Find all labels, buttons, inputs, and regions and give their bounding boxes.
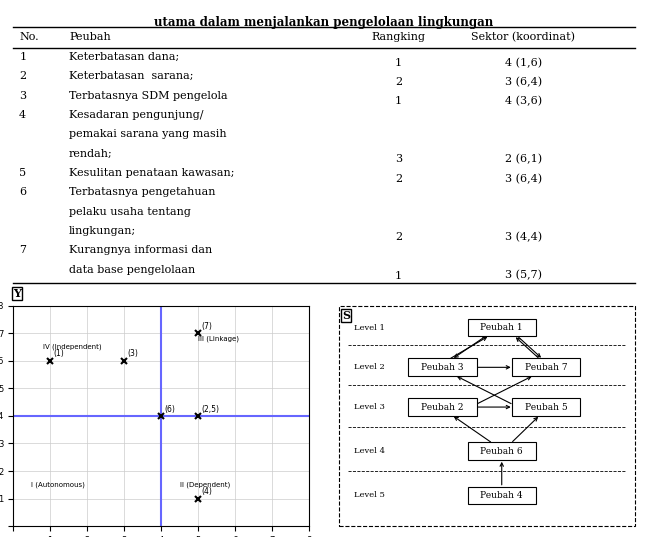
- Text: 1: 1: [395, 97, 402, 106]
- Text: 3 (5,7): 3 (5,7): [505, 270, 542, 280]
- Text: pemakai sarana yang masih: pemakai sarana yang masih: [69, 129, 227, 139]
- Text: 1: 1: [19, 52, 27, 62]
- FancyBboxPatch shape: [512, 398, 580, 416]
- Text: Level 5: Level 5: [354, 491, 384, 499]
- Text: (2,5): (2,5): [201, 405, 219, 413]
- Text: Keterbatasan  sarana;: Keterbatasan sarana;: [69, 71, 194, 81]
- Text: 1: 1: [395, 271, 402, 280]
- Text: utama dalam menjalankan pengelolaan lingkungan: utama dalam menjalankan pengelolaan ling…: [154, 16, 494, 29]
- Text: Peubah 5: Peubah 5: [525, 403, 568, 411]
- Text: (6): (6): [164, 405, 175, 413]
- Text: Peubah 4: Peubah 4: [480, 491, 523, 500]
- Text: IV (Independent): IV (Independent): [43, 344, 101, 350]
- Text: Peubah 1: Peubah 1: [480, 323, 523, 332]
- Text: 4: 4: [19, 110, 27, 120]
- Text: 6: 6: [19, 187, 27, 197]
- Text: Keterbatasan dana;: Keterbatasan dana;: [69, 52, 179, 62]
- FancyBboxPatch shape: [468, 442, 536, 460]
- Text: 3: 3: [395, 155, 402, 164]
- Text: III (Linkage): III (Linkage): [198, 336, 239, 342]
- Text: Peubah 7: Peubah 7: [525, 363, 568, 372]
- FancyBboxPatch shape: [512, 359, 580, 376]
- Text: Sektor (koordinat): Sektor (koordinat): [471, 32, 575, 42]
- Text: Kurangnya informasi dan: Kurangnya informasi dan: [69, 245, 212, 255]
- Text: 2: 2: [19, 71, 27, 81]
- Text: Peubah 3: Peubah 3: [421, 363, 464, 372]
- Text: Level 3: Level 3: [354, 403, 384, 411]
- Text: Kesulitan penataan kawasan;: Kesulitan penataan kawasan;: [69, 168, 235, 178]
- Text: lingkungan;: lingkungan;: [69, 226, 136, 236]
- Text: Peubah 2: Peubah 2: [421, 403, 464, 411]
- Text: (3): (3): [127, 350, 138, 359]
- Text: Rangking: Rangking: [372, 32, 426, 42]
- Text: II (Dependent): II (Dependent): [179, 482, 230, 488]
- Text: 3 (4,4): 3 (4,4): [505, 231, 542, 242]
- Text: (1): (1): [53, 350, 64, 359]
- FancyBboxPatch shape: [468, 319, 536, 336]
- Text: (7): (7): [201, 322, 212, 331]
- Text: pelaku usaha tentang: pelaku usaha tentang: [69, 207, 191, 216]
- Text: Terbatasnya pengetahuan: Terbatasnya pengetahuan: [69, 187, 215, 197]
- Text: I (Autonomous): I (Autonomous): [32, 482, 86, 488]
- Text: data base pengelolaan: data base pengelolaan: [69, 265, 195, 275]
- Text: 1: 1: [395, 58, 402, 68]
- Text: rendah;: rendah;: [69, 149, 113, 158]
- Text: Terbatasnya SDM pengelola: Terbatasnya SDM pengelola: [69, 91, 227, 100]
- FancyBboxPatch shape: [468, 487, 536, 504]
- Text: 2: 2: [395, 232, 402, 242]
- FancyBboxPatch shape: [408, 359, 476, 376]
- Text: Peubah: Peubah: [69, 32, 111, 42]
- Text: Peubah 6: Peubah 6: [480, 447, 523, 456]
- FancyBboxPatch shape: [408, 398, 476, 416]
- Text: 2: 2: [395, 174, 402, 184]
- Text: 3: 3: [19, 91, 27, 100]
- Text: 3 (6,4): 3 (6,4): [505, 77, 542, 87]
- Text: 7: 7: [19, 245, 26, 255]
- Text: 2 (6,1): 2 (6,1): [505, 154, 542, 164]
- Text: 4 (3,6): 4 (3,6): [505, 96, 542, 106]
- Text: 3 (6,4): 3 (6,4): [505, 173, 542, 184]
- Text: No.: No.: [19, 32, 39, 42]
- Text: Y: Y: [13, 288, 21, 299]
- Text: (4): (4): [201, 488, 212, 497]
- Text: Level 4: Level 4: [354, 447, 385, 455]
- Text: 5: 5: [19, 168, 27, 178]
- Text: S: S: [341, 310, 350, 321]
- Text: Level 1: Level 1: [354, 324, 384, 331]
- Text: 4 (1,6): 4 (1,6): [505, 57, 542, 68]
- Text: 2: 2: [395, 77, 402, 87]
- Text: Kesadaran pengunjung/: Kesadaran pengunjung/: [69, 110, 203, 120]
- Text: Level 2: Level 2: [354, 364, 384, 371]
